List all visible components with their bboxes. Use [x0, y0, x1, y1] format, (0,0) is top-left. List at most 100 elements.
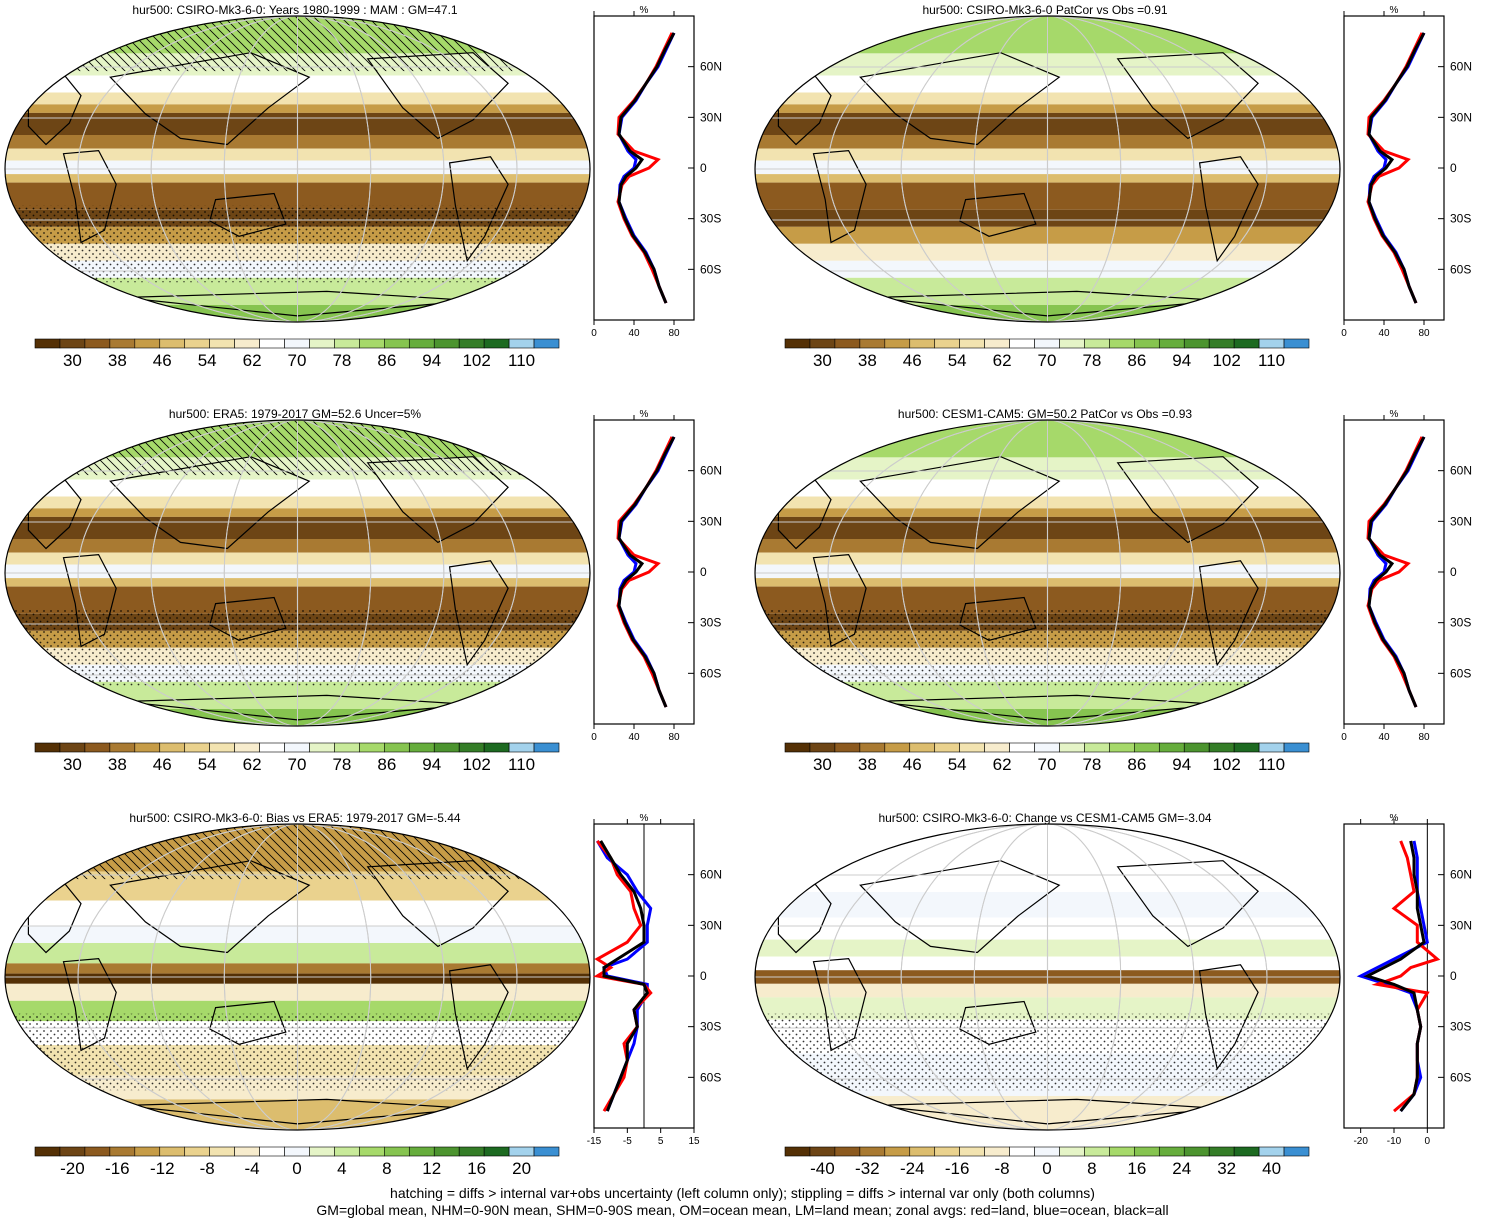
colorbar-label: -24 — [900, 1159, 925, 1178]
panel-3-title: hur500: ERA5: 1979-2017 GM=52.6 Uncer=5% — [168, 407, 422, 421]
map-field — [5, 824, 590, 1130]
colorbar-label: 110 — [508, 351, 535, 370]
colorbar-swatch — [1109, 338, 1135, 349]
colorbar-label: -32 — [855, 1159, 880, 1178]
colorbar-swatch — [1208, 338, 1235, 349]
colorbar-swatch — [234, 338, 260, 349]
zonal-profile-2: % 60N 30N 0 30S 60S 0 40 80 — [1341, 5, 1472, 339]
profile-unit: % — [1390, 813, 1399, 824]
colorbar-swatch — [59, 742, 86, 753]
profile-series-all — [1367, 32, 1426, 304]
colorbar-swatch — [159, 742, 186, 753]
map-border — [4, 823, 591, 1131]
colorbar-swatch — [34, 338, 61, 349]
colorbar-label: 38 — [108, 755, 127, 774]
colorbar-label: 40 — [1262, 1159, 1281, 1178]
colorbar-label: 78 — [332, 755, 351, 774]
colorbar-swatch — [533, 338, 560, 349]
colorbar-label: 62 — [243, 351, 262, 370]
colorbar-label: 30 — [813, 755, 832, 774]
map-panel-3 — [4, 419, 591, 727]
panel-5-title: hur500: CSIRO-Mk3-6-0: Bias vs ERA5: 197… — [129, 811, 461, 825]
colorbar-swatch — [884, 338, 911, 349]
colorbar-swatch — [934, 1146, 960, 1157]
panel-6-title: hur500: CSIRO-Mk3-6-0: Change vs CESM1-C… — [878, 811, 1212, 825]
colorbar-label: 70 — [1038, 755, 1057, 774]
colorbar-label: 78 — [1082, 351, 1101, 370]
profile-series-all — [1363, 840, 1426, 1113]
colorbar-swatch — [859, 1146, 886, 1157]
x-tick-label: 40 — [1378, 732, 1390, 743]
lat-tick-label: 30S — [1450, 212, 1471, 226]
x-tick-label: 0 — [1425, 1136, 1431, 1147]
x-tick-label: 80 — [668, 328, 680, 339]
panel-4-title: hur500: CESM1-CAM5: GM=50.2 PatCor vs Ob… — [897, 407, 1193, 421]
colorbar-swatch — [884, 742, 911, 753]
colorbar-swatch — [259, 742, 285, 753]
map-field — [755, 824, 1340, 1130]
colorbar-label: 46 — [153, 755, 172, 774]
colorbar-4: 30 38 46 54 62 70 78 86 94 102 110 — [784, 742, 1310, 774]
colorbar-swatch — [334, 338, 360, 349]
lat-tick-label: 0 — [700, 161, 707, 175]
panel-2-title: hur500: CSIRO-Mk3-6-0 PatCor vs Obs =0.9… — [922, 3, 1168, 17]
colorbar-swatch — [934, 338, 960, 349]
colorbar-swatch — [1134, 338, 1160, 349]
colorbar-swatch — [483, 742, 510, 753]
colorbar-swatch — [1158, 742, 1185, 753]
lat-tick-label: 30S — [1450, 616, 1471, 630]
colorbar-swatch — [1134, 742, 1160, 753]
colorbar-swatch — [959, 742, 985, 753]
colorbar-label: -8 — [995, 1159, 1010, 1178]
colorbar-swatch — [809, 1146, 836, 1157]
colorbar-swatch — [134, 338, 161, 349]
colorbar-label: 0 — [292, 1159, 301, 1178]
colorbar-label: 78 — [1082, 755, 1101, 774]
colorbar-swatch — [134, 1146, 161, 1157]
x-tick-label: 5 — [658, 1136, 664, 1147]
colorbar-label: 46 — [153, 351, 172, 370]
panel-1-title: hur500: CSIRO-Mk3-6-0: Years 1980-1999 :… — [132, 3, 458, 17]
map-panel-2 — [754, 15, 1341, 323]
colorbar-swatch — [1134, 1146, 1160, 1157]
lat-tick-label: 30N — [700, 514, 722, 528]
colorbar-label: 70 — [288, 755, 307, 774]
x-tick-label: -5 — [623, 1136, 632, 1147]
x-tick-label: 15 — [688, 1136, 700, 1147]
colorbar-label: 54 — [198, 755, 217, 774]
colorbar-label: 54 — [948, 351, 967, 370]
lat-tick-label: 60S — [700, 1070, 721, 1084]
colorbar-swatch — [59, 1146, 86, 1157]
colorbar-swatch — [84, 338, 111, 349]
lat-tick-label: 60N — [1450, 868, 1472, 882]
colorbar-swatch — [1183, 742, 1210, 753]
lat-tick-label: 30N — [700, 110, 722, 124]
colorbar-swatch — [1158, 1146, 1185, 1157]
colorbar-swatch — [109, 338, 136, 349]
colorbar-swatch — [1084, 742, 1110, 753]
map-field — [755, 16, 1340, 322]
colorbar-label: 62 — [993, 755, 1012, 774]
colorbar-swatch — [34, 1146, 61, 1157]
colorbar-label: 102 — [1212, 755, 1240, 774]
colorbar-swatch — [1233, 1146, 1260, 1157]
colorbar-swatch — [309, 742, 335, 753]
map-field — [755, 420, 1340, 726]
x-tick-label: 0 — [591, 732, 597, 743]
colorbar-label: 110 — [508, 755, 535, 774]
colorbar-label: -20 — [60, 1159, 85, 1178]
colorbar-swatch — [1034, 742, 1060, 753]
x-tick-label: 80 — [1418, 328, 1430, 339]
x-tick-label: -15 — [587, 1136, 602, 1147]
map-panel-1 — [4, 15, 591, 323]
colorbar-label: 94 — [422, 755, 441, 774]
profile-series-all — [617, 32, 676, 304]
x-tick-label: 40 — [628, 328, 640, 339]
zonal-profile-1: % 60N 30N 0 30S 60S 0 40 80 — [591, 5, 722, 339]
colorbar-swatch — [359, 1146, 385, 1157]
lat-tick-label: 0 — [1450, 161, 1457, 175]
colorbar-swatch — [384, 742, 410, 753]
x-tick-label: 80 — [668, 732, 680, 743]
colorbar-swatch — [359, 338, 385, 349]
lat-tick-label: 30N — [1450, 110, 1472, 124]
